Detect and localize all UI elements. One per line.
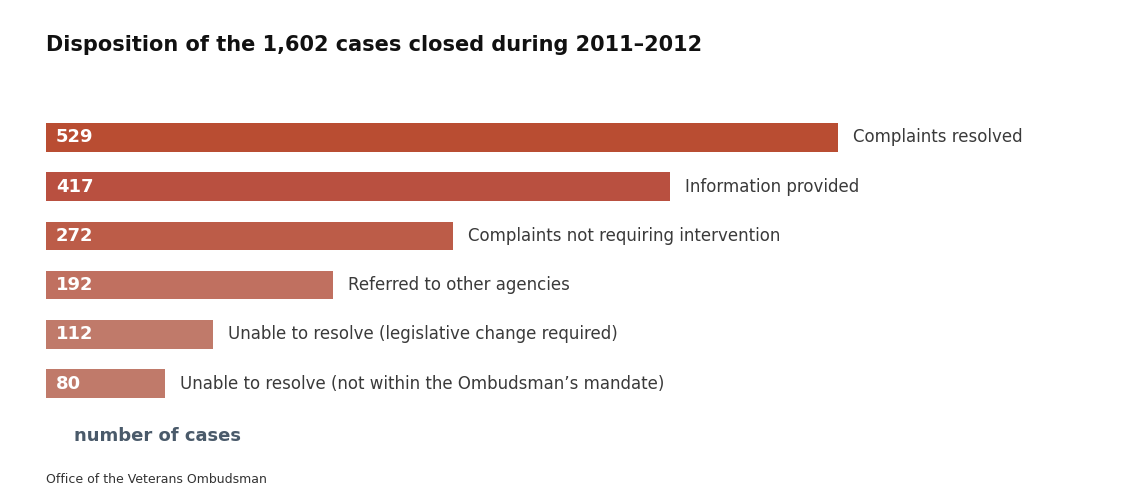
Text: Unable to resolve (legislative change required): Unable to resolve (legislative change re… [228,326,618,344]
Text: 80: 80 [56,375,81,393]
Text: Complaints not requiring intervention: Complaints not requiring intervention [469,227,781,245]
Bar [46,320,213,349]
Text: 272: 272 [56,227,93,245]
Bar [46,271,333,300]
Bar [46,221,453,250]
Text: Complaints resolved: Complaints resolved [853,128,1023,146]
Text: Unable to resolve (not within the Ombudsman’s mandate): Unable to resolve (not within the Ombuds… [180,375,665,393]
Text: Office of the Veterans Ombudsman: Office of the Veterans Ombudsman [46,473,267,486]
Text: 529: 529 [56,128,93,146]
Text: Disposition of the 1,602 cases closed during 2011–2012: Disposition of the 1,602 cases closed du… [46,35,702,55]
Text: 112: 112 [56,326,93,344]
Bar [46,172,670,201]
Bar [46,123,838,152]
Text: Information provided: Information provided [685,177,860,195]
Text: number of cases: number of cases [74,427,241,445]
Text: 417: 417 [56,177,93,195]
Text: 192: 192 [56,276,93,294]
Text: Referred to other agencies: Referred to other agencies [348,276,570,294]
Bar [46,369,165,398]
